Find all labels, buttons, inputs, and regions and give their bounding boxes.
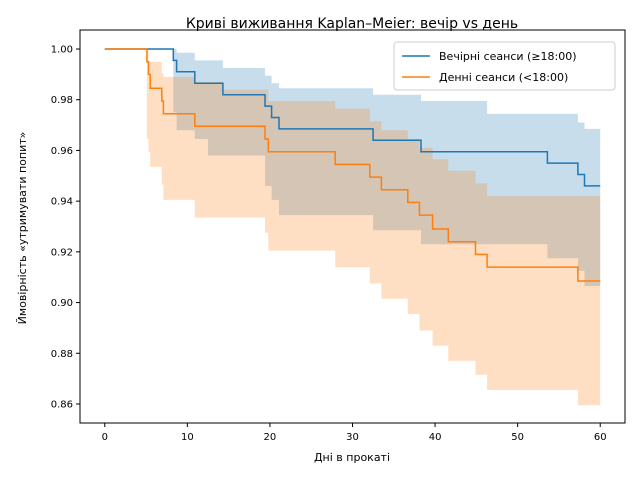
ci-band-series-0	[104, 49, 601, 287]
x-tick-label: 60	[594, 432, 607, 443]
x-tick-label: 10	[181, 432, 194, 443]
x-tick-label: 50	[511, 432, 524, 443]
y-tick-label: 0.86	[51, 399, 73, 410]
x-tick-label: 40	[429, 432, 442, 443]
survival-line-series-1	[104, 48, 601, 282]
x-tick-label: 30	[346, 432, 359, 443]
y-axis-ticks: 0.86 0.88 0.90 0.92 0.94 0.96 0.98 1.00	[51, 45, 80, 410]
y-tick-label: 0.96	[51, 146, 73, 157]
survival-line-series-0	[104, 48, 601, 187]
chart-title: Криві виживання Kaplan–Meier: вечір vs д…	[186, 16, 518, 32]
y-tick-label: 0.90	[51, 298, 73, 309]
x-axis-label: Дні в прокаті	[314, 451, 390, 464]
y-tick-label: 0.92	[51, 247, 73, 258]
legend-box	[393, 41, 616, 91]
x-axis-ticks: 0 10 20 30 40 50 60	[102, 423, 607, 443]
legend-label-day: Денні сеанси (<18:00)	[439, 71, 568, 84]
legend-label-evening: Вечірні сеанси (≥18:00)	[439, 50, 577, 63]
y-tick-label: 0.94	[51, 197, 73, 208]
y-tick-label: 0.98	[51, 95, 73, 106]
survival-lines	[104, 48, 601, 282]
y-axis-label: Ймовірність «утримувати попит»	[16, 132, 29, 325]
x-tick-label: 20	[264, 432, 277, 443]
confidence-bands	[104, 49, 601, 406]
plot-area	[104, 48, 601, 406]
ci-band-series-1	[104, 49, 601, 406]
x-tick-label: 0	[102, 432, 108, 443]
y-tick-label: 0.88	[51, 349, 73, 360]
legend: Вечірні сеанси (≥18:00) Денні сеанси (<1…	[393, 41, 616, 91]
y-tick-label: 1.00	[51, 45, 73, 56]
